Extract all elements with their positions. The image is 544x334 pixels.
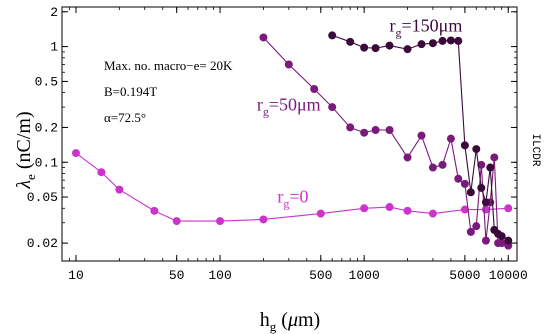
x-tick-label: 10000 (489, 268, 528, 283)
series-1: rg=50μm (257, 33, 513, 250)
data-point (460, 141, 469, 150)
x-tick-label: 1000 (349, 268, 380, 283)
data-point (454, 36, 463, 45)
x-tick-label: 100 (208, 268, 231, 283)
y-tick-label: 0.1 (35, 155, 59, 170)
data-point (446, 134, 455, 143)
data-point (385, 126, 394, 135)
data-point (403, 45, 412, 54)
data-point (497, 239, 506, 248)
series-label: rg=150μm (390, 16, 463, 40)
data-point (486, 163, 495, 172)
tick-marks: 10 50 100 500 1000 5000 10000 0.02 0.05 0.1 0.2 0.5… (27, 5, 528, 283)
data-point (371, 44, 380, 53)
data-point (428, 163, 437, 172)
y-tick-label: 0.2 (35, 120, 58, 135)
x-tick-label: 50 (169, 268, 185, 283)
data-point (385, 41, 394, 50)
y-tick-label: 0.05 (27, 190, 58, 205)
data-point (360, 43, 369, 52)
data-point (481, 198, 490, 207)
side-label: ILCDR (529, 133, 541, 166)
data-point (259, 215, 268, 224)
data-point (385, 203, 394, 212)
x-axis-title: hg (μm) (260, 309, 320, 334)
data-point (310, 84, 319, 93)
data-point (466, 188, 475, 197)
data-point (477, 183, 486, 192)
data-point (316, 209, 325, 218)
data-point (428, 209, 437, 218)
plot-frame (61, 6, 518, 262)
data-point (477, 160, 486, 169)
data-point (472, 222, 481, 231)
series-label: rg=0 (277, 186, 308, 210)
data-point (71, 149, 80, 158)
data-point (472, 145, 481, 154)
y-tick-label: 0.02 (27, 236, 58, 251)
data-point (504, 236, 513, 245)
x-tick-label: 500 (309, 268, 332, 283)
y-tick-label: 2 (50, 5, 58, 20)
data-point (328, 31, 337, 40)
data-point (403, 206, 412, 215)
series-0: rg=0 (71, 149, 513, 226)
data-point (115, 185, 124, 194)
series-label: rg=50μm (257, 95, 321, 119)
data-point (97, 168, 106, 177)
data-point (417, 131, 426, 140)
data-point (460, 179, 469, 188)
annotation-macro: Max. no. macro−e= 20K (104, 58, 233, 73)
series-layer: rg=0 rg=50μm rg=150μm (71, 16, 513, 250)
data-point (490, 153, 499, 162)
data-point (346, 123, 355, 132)
data-point (172, 217, 181, 226)
data-point (417, 40, 426, 49)
data-point (438, 36, 447, 45)
data-point (360, 128, 369, 137)
data-point (460, 205, 469, 214)
data-point (481, 236, 490, 245)
data-point (284, 60, 293, 69)
series-2: rg=150μm (328, 16, 513, 245)
data-point (504, 204, 513, 213)
data-point (150, 206, 159, 215)
data-point (454, 174, 463, 183)
data-point (328, 103, 337, 112)
annotation-block: Max. no. macro−e= 20K B=0.194T α=72.5° (104, 58, 233, 125)
data-point (216, 217, 225, 226)
data-point (371, 126, 380, 135)
data-point (446, 36, 455, 45)
data-point (403, 153, 412, 162)
y-tick-label: 1 (50, 40, 58, 55)
x-tick-label: 10 (68, 268, 84, 283)
data-point (346, 37, 355, 46)
series-line (263, 37, 509, 247)
data-point (466, 227, 475, 236)
annotation-angle: α=72.5° (104, 110, 146, 125)
data-point (438, 160, 447, 169)
data-point (360, 204, 369, 213)
data-point (497, 232, 506, 241)
data-point (428, 39, 437, 48)
data-point (259, 33, 268, 42)
axis-titles: hg (μm) λe (nC/m) (13, 111, 320, 334)
x-tick-label: 5000 (449, 268, 480, 283)
annotation-field: B=0.194T (104, 84, 157, 99)
y-tick-label: 0.5 (35, 74, 58, 89)
y-axis-title: λe (nC/m) (13, 111, 38, 189)
